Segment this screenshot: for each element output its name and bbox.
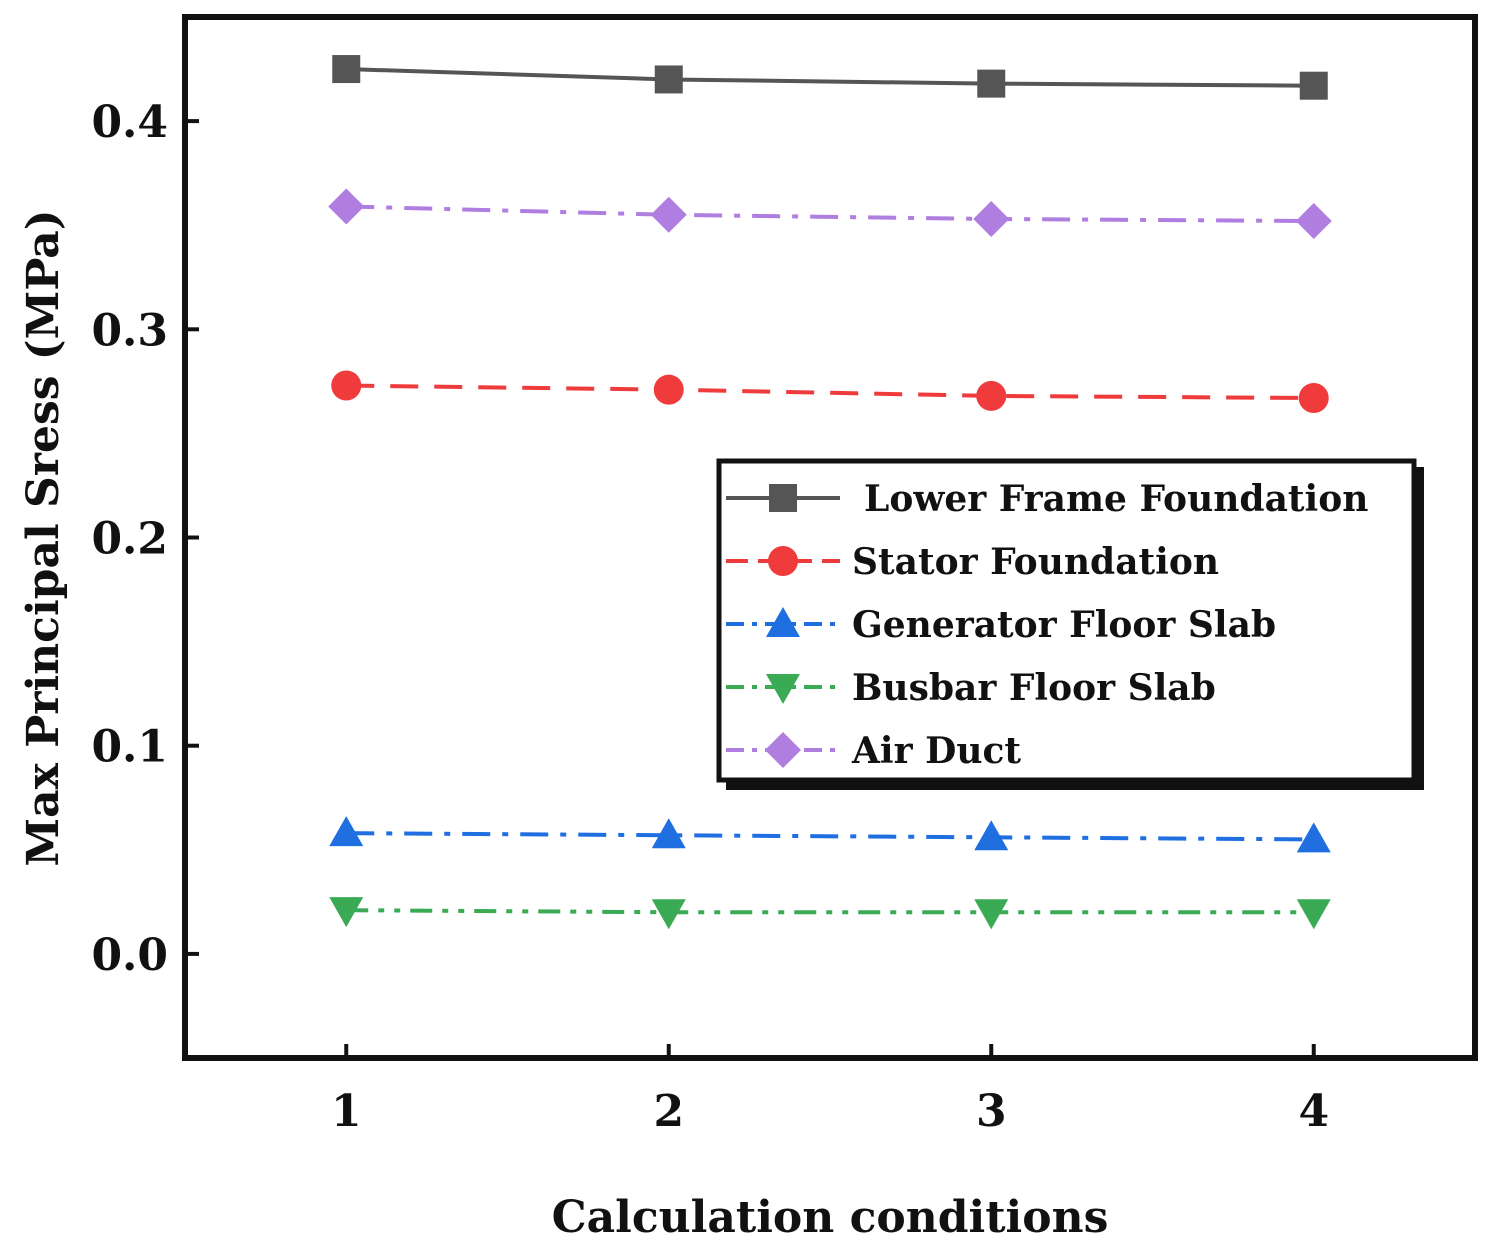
y-tick-label: 0.4 [91, 97, 168, 148]
x-tick-label: 4 [1298, 1086, 1329, 1137]
series-line-lower-frame-foundation [346, 67, 1314, 88]
series-air-duct [328, 188, 1332, 240]
data-point-air-duct [650, 196, 687, 233]
data-point-busbar-floor-slab [974, 899, 1009, 930]
data-point-lower-frame-foundation [332, 55, 361, 84]
y-tick-label: 0.0 [91, 930, 168, 981]
data-point-air-duct [1295, 203, 1332, 240]
data-point-stator-foundation [976, 380, 1007, 411]
legend-label: Lower Frame Foundation [864, 478, 1368, 520]
legend-entry-stator-foundation: Stator Foundation [726, 541, 1219, 583]
x-tick-label: 3 [976, 1086, 1007, 1137]
legend-marker [765, 732, 801, 768]
y-tick-label: 0.3 [91, 305, 168, 356]
data-point-busbar-floor-slab [1296, 899, 1331, 930]
x-axis-title: Calculation conditions [552, 1192, 1109, 1243]
series-stator-foundation [331, 370, 1329, 414]
legend-label: Generator Floor Slab [852, 604, 1276, 646]
series-lower-frame-foundation [332, 55, 1328, 100]
data-point-stator-foundation [331, 370, 362, 401]
series-busbar-floor-slab [329, 897, 1331, 930]
data-point-generator-floor-slab [651, 818, 686, 849]
data-point-stator-foundation [1298, 383, 1329, 414]
data-point-generator-floor-slab [329, 816, 364, 847]
x-tick-label: 1 [331, 1086, 362, 1137]
y-axis: 0.0 0.1 0.2 0.3 0.4 [91, 97, 199, 981]
legend: Lower Frame Foundation Stator Foundation G… [716, 458, 1424, 790]
data-point-air-duct [328, 188, 365, 225]
y-tick-label: 0.2 [91, 514, 168, 565]
data-point-stator-foundation [653, 374, 684, 405]
series-line-stator-foundation [346, 383, 1314, 401]
y-axis-title: Max Principal Sress (MPa) [18, 209, 69, 866]
legend-label: Stator Foundation [852, 541, 1219, 583]
legend-entry-air-duct: Air Duct [726, 730, 1021, 772]
data-point-generator-floor-slab [974, 820, 1009, 851]
data-point-air-duct [973, 200, 1010, 237]
legend-entry-lower-frame-foundation: Lower Frame Foundation [726, 478, 1368, 520]
x-tick-label: 2 [653, 1086, 684, 1137]
data-point-busbar-floor-slab [329, 897, 364, 928]
series-layer [328, 55, 1332, 930]
y-tick-label: 0.1 [91, 722, 168, 773]
series-line-generator-floor-slab [346, 831, 1314, 842]
legend-entry-busbar-floor-slab: Busbar Floor Slab [726, 667, 1216, 709]
legend-label: Busbar Floor Slab [852, 667, 1216, 709]
data-point-lower-frame-foundation [654, 65, 683, 94]
legend-box [716, 458, 1417, 783]
data-point-lower-frame-foundation [977, 69, 1006, 98]
series-line-air-duct [346, 204, 1314, 224]
legend-items: Lower Frame Foundation Stator Foundation G… [726, 478, 1368, 772]
data-point-generator-floor-slab [1296, 822, 1331, 853]
legend-marker [768, 546, 798, 576]
legend-marker [769, 484, 797, 512]
legend-entry-generator-floor-slab: Generator Floor Slab [726, 604, 1276, 646]
data-point-busbar-floor-slab [651, 899, 686, 930]
legend-marker [766, 607, 800, 637]
x-axis: 1 2 3 4 [331, 1044, 1329, 1137]
data-point-lower-frame-foundation [1299, 71, 1328, 100]
legend-marker [766, 674, 800, 704]
series-generator-floor-slab [329, 816, 1331, 853]
legend-label: Air Duct [851, 730, 1021, 772]
series-line-busbar-floor-slab [346, 908, 1314, 915]
